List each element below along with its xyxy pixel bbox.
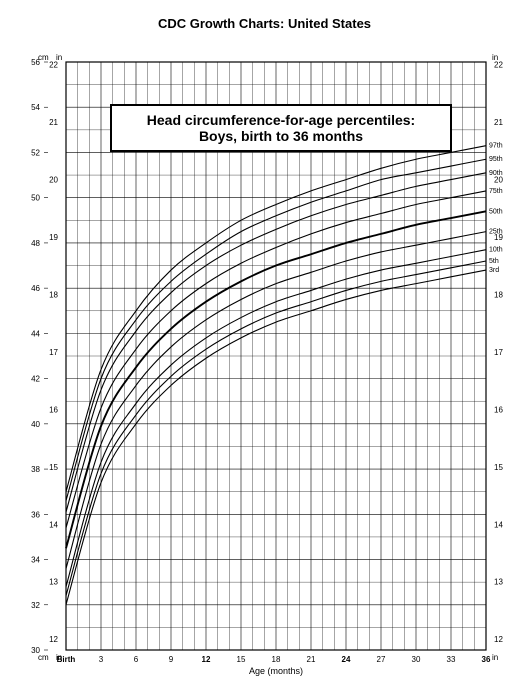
ytick-in-right: 14 (494, 520, 503, 529)
ytick-in-right: 18 (494, 290, 503, 299)
subtitle-line-2: Boys, birth to 36 months (126, 128, 436, 144)
xtick: 24 (342, 655, 351, 664)
ytick-in-left: 15 (49, 463, 58, 472)
xtick: 6 (134, 655, 139, 664)
ytick-in-left: 18 (49, 290, 58, 299)
xtick: 30 (412, 655, 421, 664)
ytick-in-right: 13 (494, 578, 503, 587)
percentile-label: 90th (489, 170, 503, 177)
unit-in-bot-right: in (492, 653, 498, 662)
ytick-in-left: 17 (49, 348, 58, 357)
percentile-label: 10th (489, 247, 503, 254)
ytick-cm: 50 (31, 194, 40, 203)
page-title: CDC Growth Charts: United States (0, 0, 529, 31)
ytick-cm: 48 (31, 239, 40, 248)
x-axis-title: Age (months) (249, 666, 303, 676)
ytick-cm: 32 (31, 601, 40, 610)
xtick: 12 (202, 655, 211, 664)
xtick: 15 (237, 655, 246, 664)
ytick-in-left: 19 (49, 233, 58, 242)
percentile-label: 97th (489, 143, 503, 150)
ytick-cm: 46 (31, 284, 40, 293)
ytick-in-left: 20 (49, 176, 58, 185)
percentile-label: 3rd (489, 267, 499, 274)
ytick-in-right: 16 (494, 405, 503, 414)
ytick-cm: 40 (31, 420, 40, 429)
unit-cm-bot: cm (38, 653, 49, 662)
xtick: Birth (57, 655, 76, 664)
xtick: 27 (377, 655, 386, 664)
unit-cm-top: cm (38, 53, 49, 62)
ytick-in-right: 22 (494, 61, 503, 70)
percentile-label: 25th (489, 229, 503, 236)
ytick-in-right: 17 (494, 348, 503, 357)
ytick-cm: 34 (31, 556, 40, 565)
ytick-in-left: 21 (49, 118, 58, 127)
ytick-in-left: 12 (49, 635, 58, 644)
ytick-cm: 38 (31, 465, 40, 474)
ytick-in-left: 22 (49, 61, 58, 70)
ytick-in-right: 15 (494, 463, 503, 472)
xtick: 21 (307, 655, 316, 664)
ytick-cm: 52 (31, 148, 40, 157)
xtick: 3 (99, 655, 104, 664)
ytick-cm: 54 (31, 103, 40, 112)
percentile-label: 50th (489, 208, 503, 215)
xtick: 33 (447, 655, 456, 664)
ytick-in-right: 21 (494, 118, 503, 127)
unit-in-top-left: in (56, 53, 62, 62)
ytick-in-left: 13 (49, 578, 58, 587)
xtick: 18 (272, 655, 281, 664)
ytick-in-left: 16 (49, 405, 58, 414)
xtick: 36 (482, 655, 491, 664)
percentile-label: 75th (489, 188, 503, 195)
chart-subtitle-box: Head circumference-for-age percentiles: … (110, 104, 452, 152)
percentile-label: 95th (489, 156, 503, 163)
percentile-label: 5th (489, 258, 499, 265)
unit-in-top-right: in (492, 53, 498, 62)
ytick-cm: 36 (31, 510, 40, 519)
ytick-cm: 44 (31, 329, 40, 338)
ytick-in-left: 14 (49, 520, 58, 529)
ytick-in-right: 20 (494, 176, 503, 185)
subtitle-line-1: Head circumference-for-age percentiles: (126, 112, 436, 128)
xtick: 9 (169, 655, 174, 664)
ytick-cm: 42 (31, 375, 40, 384)
ytick-in-right: 12 (494, 635, 503, 644)
